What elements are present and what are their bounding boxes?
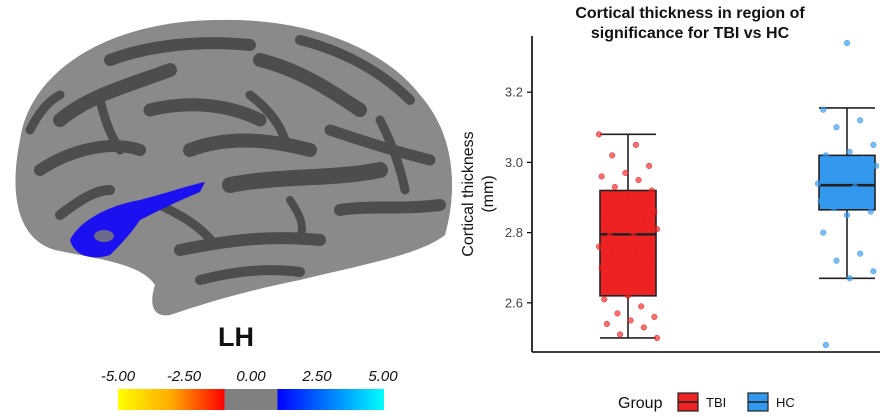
data-point — [651, 313, 658, 320]
data-point — [632, 247, 639, 254]
data-point — [817, 197, 824, 205]
data-point — [624, 190, 632, 198]
data-point — [843, 212, 851, 219]
data-point — [630, 229, 637, 236]
data-point — [614, 310, 621, 317]
data-point — [870, 268, 877, 275]
colorbar-tick-label: -2.50 — [166, 368, 202, 385]
data-point — [617, 222, 624, 229]
y-axis-label-line-2: (mm) — [480, 175, 497, 212]
data-point — [833, 124, 840, 131]
chart-title-line-1: Cortical thickness in region of — [575, 5, 805, 22]
data-point — [614, 201, 621, 208]
data-point — [828, 187, 835, 194]
colorbar-tick-label: 0.00 — [236, 368, 266, 385]
chart-title: Cortical thickness in region of signific… — [510, 4, 870, 44]
data-point — [843, 39, 851, 47]
data-point — [646, 254, 653, 261]
data-point — [643, 236, 650, 243]
data-point — [601, 194, 608, 201]
data-point — [836, 159, 843, 166]
data-point — [653, 334, 661, 342]
data-point — [857, 250, 864, 257]
data-point — [653, 226, 661, 233]
data-point — [857, 117, 864, 124]
brain-surface-panel: LH -5.00 -2.50 0.00 2.50 5.00 — [15, 19, 453, 410]
data-point — [830, 204, 837, 212]
box-tbi — [599, 189, 657, 297]
legend-title: Group — [618, 395, 663, 412]
y-tick-label: 3.0 — [505, 155, 523, 170]
data-point — [865, 190, 872, 198]
data-point — [622, 169, 629, 176]
data-point — [870, 141, 877, 148]
data-point — [859, 155, 866, 162]
data-point — [651, 208, 658, 215]
data-point — [595, 243, 603, 250]
y-tick-label: 3.2 — [505, 85, 523, 100]
data-point — [822, 341, 829, 349]
data-point — [841, 194, 848, 201]
data-point — [872, 162, 880, 169]
data-point — [833, 257, 840, 264]
data-point — [622, 257, 629, 264]
data-point — [851, 183, 858, 191]
data-point — [648, 285, 655, 292]
y-tick-label: 2.8 — [505, 225, 523, 240]
data-point — [846, 275, 853, 282]
data-point — [619, 240, 626, 247]
brain-surface-image — [15, 19, 453, 410]
data-point — [846, 148, 853, 155]
data-point — [820, 229, 827, 236]
legend-label-tbi: TBI — [706, 395, 726, 410]
colorbar-tick-label: 5.00 — [368, 368, 398, 385]
data-point — [609, 250, 616, 257]
data-point — [646, 162, 653, 169]
data-point — [598, 264, 605, 271]
boxplot-panel: Cortical thickness in region of signific… — [440, 0, 880, 412]
colorbar-tick-label: 2.50 — [302, 368, 332, 385]
data-point — [854, 201, 861, 208]
data-point — [814, 180, 822, 187]
data-point — [601, 296, 608, 303]
cluster-hole — [94, 230, 114, 242]
colorbar-tick-label: -5.00 — [100, 368, 136, 385]
data-point — [635, 176, 642, 184]
box-hc — [818, 154, 876, 211]
data-point — [825, 169, 832, 176]
y-axis-label-line-1: Cortical thickness — [460, 131, 477, 256]
hemisphere-label: LH — [218, 322, 254, 352]
data-point — [838, 176, 845, 184]
legend-label-hc: HC — [776, 395, 795, 410]
data-point — [820, 106, 827, 113]
data-point — [611, 183, 618, 191]
data-point — [617, 331, 624, 338]
data-point — [638, 197, 645, 205]
data-point — [862, 173, 869, 180]
data-point — [648, 187, 655, 194]
data-point — [638, 303, 645, 310]
data-point — [606, 233, 613, 240]
data-point — [603, 320, 610, 327]
colorbar — [118, 389, 384, 410]
data-point — [627, 212, 634, 219]
data-point — [822, 152, 829, 159]
data-point — [640, 324, 647, 331]
chart-title-line-2: significance for TBI vs HC — [590, 25, 790, 42]
data-point — [609, 152, 616, 159]
y-tick-label: 2.6 — [505, 295, 523, 310]
data-point — [595, 131, 603, 138]
data-point — [849, 166, 856, 173]
data-point — [632, 141, 639, 148]
data-point — [603, 215, 610, 222]
data-point — [624, 292, 632, 299]
brain-sulci — [25, 35, 446, 285]
data-point — [598, 173, 605, 180]
data-point — [640, 219, 647, 226]
boxplot-chart: 2.6 2.8 3.0 3.2 Cortical thickness (mm) Group T… — [460, 36, 880, 412]
data-point — [867, 208, 874, 215]
data-point — [611, 278, 618, 285]
data-point — [627, 317, 634, 324]
data-point — [635, 271, 642, 278]
